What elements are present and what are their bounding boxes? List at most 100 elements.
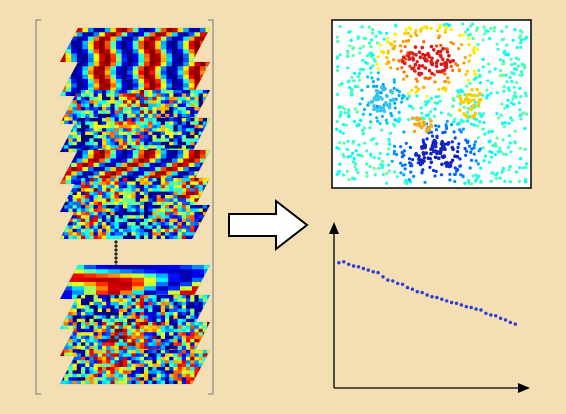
map-point	[423, 76, 427, 80]
map-point	[405, 97, 409, 101]
cluster-point	[420, 64, 425, 68]
map-point	[393, 44, 397, 48]
map-point	[451, 96, 455, 101]
map-point	[425, 94, 429, 98]
map-point	[371, 64, 375, 68]
map-point	[520, 38, 524, 42]
x-axis	[334, 383, 530, 393]
map-point	[467, 59, 471, 63]
map-point	[501, 152, 505, 156]
map-point	[376, 71, 380, 75]
cluster-point	[438, 53, 443, 58]
map-point	[336, 65, 340, 69]
map-point	[347, 177, 351, 182]
cluster-point	[433, 149, 438, 153]
map-point	[475, 28, 479, 32]
map-point	[335, 146, 339, 150]
map-point	[492, 29, 496, 33]
map-point	[407, 91, 411, 96]
cluster-point	[413, 69, 417, 73]
map-point	[363, 141, 367, 145]
cluster-point	[468, 99, 473, 103]
cluster-point	[391, 98, 395, 102]
chart-point	[376, 270, 380, 275]
map-point	[361, 112, 365, 116]
map-point	[457, 69, 461, 73]
spatial-map-panel	[331, 19, 532, 189]
map-point	[408, 145, 412, 150]
map-point	[466, 33, 470, 37]
map-point	[425, 137, 429, 141]
map-point	[371, 80, 375, 84]
map-point	[368, 41, 372, 45]
map-point	[467, 43, 471, 47]
map-point	[438, 26, 442, 30]
cluster-point	[417, 154, 421, 158]
map-point	[495, 111, 499, 116]
map-point	[402, 173, 406, 177]
map-point	[481, 38, 485, 42]
map-point	[486, 29, 490, 33]
map-point	[450, 140, 454, 144]
map-point	[376, 41, 380, 45]
cluster-point	[376, 91, 380, 95]
map-point	[403, 31, 407, 36]
map-point	[369, 38, 374, 42]
map-point	[521, 63, 525, 67]
map-point	[356, 153, 360, 157]
cluster-point	[429, 59, 434, 63]
map-point	[499, 69, 503, 73]
map-point	[369, 44, 373, 49]
map-point	[479, 166, 483, 170]
chart-point	[479, 308, 483, 312]
cluster-point	[373, 97, 378, 101]
map-point	[404, 28, 408, 32]
map-point	[472, 46, 477, 50]
map-point	[381, 82, 385, 87]
cluster-point	[408, 51, 412, 55]
map-point	[507, 145, 511, 149]
cluster-point	[470, 93, 474, 98]
stack-ellipsis-dots	[114, 240, 118, 268]
map-point	[349, 38, 353, 43]
map-point	[510, 63, 514, 67]
map-point	[388, 131, 392, 135]
map-point	[416, 87, 421, 91]
map-point	[405, 74, 409, 78]
map-point	[465, 69, 470, 73]
cluster-point	[446, 58, 450, 62]
chart-point	[405, 285, 410, 290]
cluster-point	[437, 156, 441, 160]
map-point	[364, 61, 368, 65]
map-point	[346, 50, 350, 55]
map-point	[361, 132, 365, 136]
cluster-point	[472, 98, 476, 102]
map-point	[490, 129, 494, 133]
map-point	[505, 43, 509, 47]
map-point	[472, 69, 477, 73]
map-point	[500, 29, 504, 33]
map-point	[377, 166, 381, 170]
map-point	[474, 72, 478, 76]
cluster-point	[413, 45, 418, 49]
map-point	[443, 130, 447, 134]
cluster-point	[458, 108, 462, 112]
map-point	[399, 161, 403, 165]
cluster-point	[465, 97, 470, 102]
cluster-point	[469, 106, 474, 111]
cluster-point	[423, 145, 428, 149]
map-point	[406, 31, 410, 36]
map-point	[468, 166, 472, 170]
map-point	[461, 22, 465, 26]
ellipsis-dot	[114, 260, 118, 264]
map-point	[453, 166, 457, 170]
map-point	[407, 117, 411, 122]
scatter-chart	[329, 222, 530, 393]
chart-point	[449, 300, 454, 305]
map-point	[436, 29, 440, 33]
map-point	[511, 38, 515, 42]
cluster-point	[411, 52, 416, 56]
cluster-point	[458, 97, 463, 101]
map-point	[524, 91, 528, 95]
map-point	[508, 75, 512, 80]
